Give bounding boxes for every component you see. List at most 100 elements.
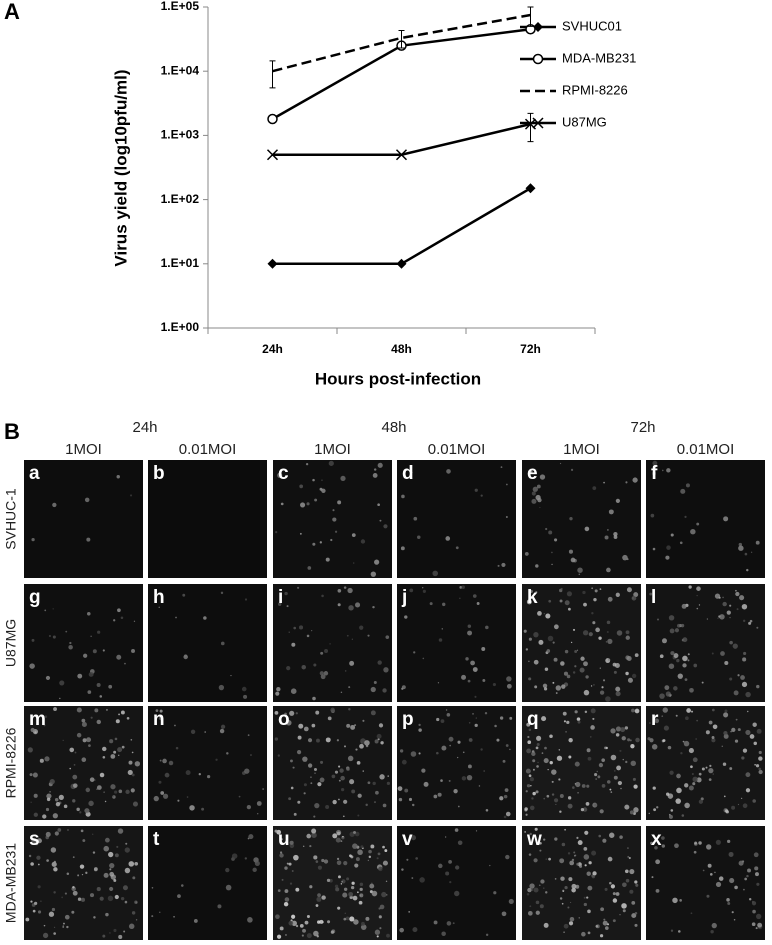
image-speckle	[705, 766, 708, 769]
image-speckle	[85, 787, 91, 793]
image-speckle	[569, 516, 573, 521]
image-speckle	[543, 922, 549, 928]
row-label: U87MG	[3, 619, 19, 667]
image-speckle	[696, 719, 699, 722]
image-speckle	[217, 904, 222, 909]
image-speckle	[99, 896, 104, 901]
image-speckle	[124, 900, 128, 904]
condition-header: 0.01MOI	[677, 441, 735, 458]
image-speckle	[401, 759, 407, 765]
image-speckle	[88, 800, 94, 807]
image-speckle	[559, 810, 562, 813]
image-speckle	[545, 891, 548, 894]
image-speckle	[610, 728, 616, 734]
image-speckle	[295, 924, 299, 928]
image-speckle	[354, 602, 361, 608]
image-speckle	[279, 853, 284, 858]
image-speckle	[377, 660, 382, 665]
image-speckle	[52, 502, 57, 508]
image-speckle	[457, 805, 460, 808]
image-speckle	[81, 757, 87, 763]
image-speckle	[610, 884, 616, 889]
image-speckle	[629, 739, 632, 742]
image-speckle	[309, 844, 312, 848]
image-speckle	[118, 713, 120, 716]
image-speckle	[382, 860, 388, 866]
image-speckle	[225, 867, 230, 873]
image-speckle	[303, 726, 309, 732]
image-speckle	[128, 861, 135, 867]
micrograph: g	[24, 584, 143, 702]
image-speckle	[558, 778, 561, 781]
image-speckle	[313, 663, 317, 667]
image-speckle	[547, 635, 554, 642]
image-speckle	[349, 660, 355, 666]
image-speckle	[564, 828, 566, 831]
image-speckle	[89, 893, 95, 898]
image-speckle	[527, 735, 530, 739]
image-speckle	[620, 727, 626, 733]
image-speckle	[351, 789, 356, 794]
image-speckle	[449, 744, 451, 747]
image-speckle	[45, 807, 50, 812]
image-speckle	[752, 799, 756, 803]
image-speckle	[316, 935, 319, 938]
image-speckle	[584, 830, 589, 835]
image-speckle	[503, 815, 507, 819]
image-speckle	[755, 913, 762, 920]
image-speckle	[607, 856, 613, 862]
image-speckle	[723, 516, 729, 522]
image-speckle	[334, 884, 339, 888]
image-speckle	[461, 585, 466, 589]
image-speckle	[568, 549, 574, 554]
image-speckle	[319, 671, 324, 676]
image-speckle	[87, 612, 91, 616]
image-speckle	[619, 749, 622, 752]
y-tick-label: 1.E+05	[161, 0, 200, 13]
image-speckle	[690, 912, 693, 915]
image-speckle	[339, 768, 344, 773]
image-speckle	[241, 686, 247, 692]
image-speckle	[740, 675, 745, 680]
image-speckle	[244, 768, 250, 774]
micrograph: x	[646, 826, 765, 940]
image-speckle	[274, 710, 279, 715]
image-speckle	[616, 630, 623, 636]
image-speckle	[615, 733, 620, 737]
panel-letter: k	[527, 587, 538, 608]
image-speckle	[652, 471, 657, 476]
image-speckle	[545, 613, 551, 619]
image-speckle	[539, 506, 541, 509]
data-point	[395, 149, 408, 161]
image-speckle	[505, 811, 511, 817]
image-speckle	[84, 808, 90, 814]
legend-marker	[532, 117, 544, 129]
image-speckle	[737, 674, 740, 677]
image-speckle	[292, 766, 295, 769]
image-speckle	[441, 628, 443, 630]
image-speckle	[293, 626, 297, 630]
image-speckle	[501, 562, 506, 568]
image-speckle	[564, 649, 569, 654]
image-speckle	[320, 651, 324, 655]
image-speckle	[327, 716, 332, 721]
image-speckle	[36, 855, 41, 860]
image-speckle	[706, 618, 709, 620]
image-speckle	[34, 731, 37, 734]
image-speckle	[53, 860, 57, 863]
image-speckle	[314, 498, 318, 502]
image-speckle	[710, 929, 714, 934]
image-speckle	[461, 776, 467, 781]
image-speckle	[576, 717, 581, 721]
image-speckle	[594, 589, 598, 593]
image-speckle	[288, 920, 294, 926]
image-speckle	[53, 932, 56, 935]
image-speckle	[668, 615, 675, 621]
image-speckle	[594, 803, 598, 807]
image-background	[397, 584, 516, 702]
image-speckle	[666, 545, 671, 550]
image-speckle	[529, 905, 532, 908]
image-speckle	[684, 783, 689, 788]
image-speckle	[114, 790, 118, 794]
image-speckle	[501, 911, 507, 917]
